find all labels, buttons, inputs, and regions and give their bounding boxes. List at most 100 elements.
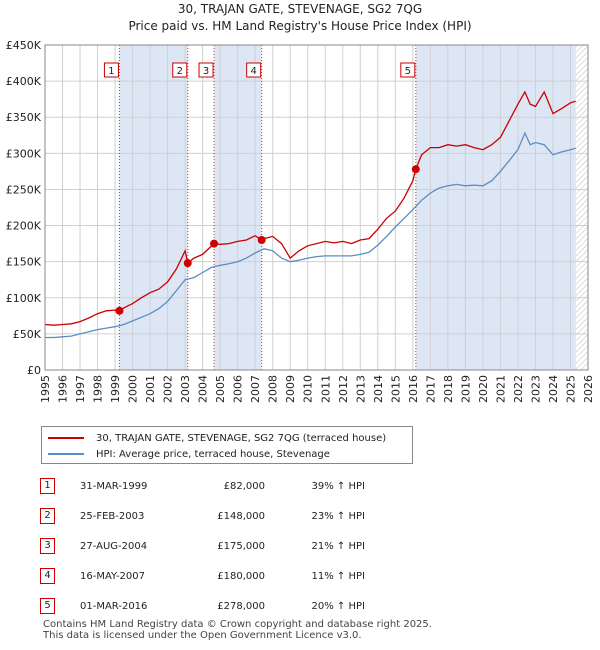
x-tick-label: 2018 [442,375,455,403]
sale-row: 1 31-MAR-1999 £82,000 39% ↑ HPI [40,471,397,501]
legend-item-price-paid: 30, TRAJAN GATE, STEVENAGE, SG2 7QG (ter… [48,430,386,446]
x-tick-label: 2009 [284,375,297,403]
x-tick-label: 2000 [127,375,140,403]
sales-table: 1 31-MAR-1999 £82,000 39% ↑ HPI 2 25-FEB-2003… [40,471,397,621]
sale-hpi-change: 23% ↑ HPI [311,510,365,522]
sale-marker-badge [400,62,416,78]
sale-marker-label: 3 [203,66,209,77]
y-tick-label: £350K [6,111,42,124]
x-tick-label: 2014 [372,375,385,403]
sale-point [210,239,219,248]
sale-point [257,236,266,244]
forecast-hatch [575,45,588,370]
footer-copyright: Contains HM Land Registry data © Crown c… [43,619,432,630]
sale-date: 31-MAR-1999 [80,480,148,492]
x-tick-label: 1999 [109,375,122,403]
hpi-line [45,131,576,339]
x-tick-label: 2023 [529,375,542,403]
sale-date: 25-FEB-2003 [80,510,145,522]
chart-subtitle: Price paid vs. HM Land Registry's House … [128,19,472,33]
sale-price: £180,000 [217,570,265,582]
sale-price: £278,000 [217,600,265,612]
sale-point [115,306,124,315]
sale-number: 2 [40,508,55,524]
y-tick-label: £400K [6,75,42,88]
y-tick-label: £200K [6,220,42,233]
sale-marker-badge [172,62,188,78]
sale-number: 3 [40,538,55,554]
x-tick-label: 2025 [564,375,577,403]
x-tick-label: 2011 [319,375,332,403]
sale-hpi-change: 21% ↑ HPI [311,540,365,552]
x-tick-label: 2006 [232,375,245,403]
x-tick-label: 2010 [302,375,315,403]
footer-licence: This data is licensed under the Open Gov… [43,630,362,641]
legend-item-hpi: HPI: Average price, terraced house, Stev… [48,446,330,462]
x-tick-label: 2016 [407,375,420,403]
x-tick-label: 2012 [337,375,350,403]
sale-number: 4 [40,568,55,584]
sale-marker-label: 1 [108,66,114,77]
sale-marker-badge [198,62,214,78]
y-tick-label: £250K [6,183,42,196]
sale-price: £82,000 [223,480,265,492]
x-tick-label: 1997 [74,375,87,403]
price-chart: 1 2 3 4 5 £0 £50K £100K £150K £200K £250K £300K £350… [6,39,595,403]
sale-marker-label: 4 [250,66,256,77]
x-tick-label: 2002 [162,375,175,403]
x-tick-label: 2003 [179,375,192,403]
sale-marker-badge [103,62,119,78]
legend-hpi-swatch [48,453,84,455]
sale-price: £148,000 [217,510,265,522]
x-tick-label: 1996 [57,375,70,403]
legend-hpi-label: HPI: Average price, terraced house, Stev… [96,448,330,460]
sale-row: 2 25-FEB-2003 £148,000 23% ↑ HPI [40,501,397,531]
legend-price-paid-swatch [48,437,84,439]
sale-hpi-change: 20% ↑ HPI [311,600,365,612]
sale-row: 5 01-MAR-2016 £278,000 20% ↑ HPI [40,591,397,621]
price-paid-line [44,90,576,326]
sale-number: 5 [40,598,55,614]
chart-title: 30, TRAJAN GATE, STEVENAGE, SG2 7QG [177,2,423,16]
x-tick-label: 2007 [249,375,262,403]
sale-date: 16-MAY-2007 [80,570,146,582]
y-tick-label: £50K [13,328,42,341]
sale-price: £175,000 [217,540,265,552]
y-tick-label: £300K [6,147,42,160]
sale-row: 4 16-MAY-2007 £180,000 11% ↑ HPI [40,561,397,591]
plot-frame [44,44,589,371]
y-tick-label: £0 [27,364,41,377]
legend-price-paid-label: 30, TRAJAN GATE, STEVENAGE, SG2 7QG (ter… [96,432,387,444]
x-tick-label: 2001 [144,375,157,403]
y-tick-label: £100K [6,292,42,305]
x-tick-label: 2022 [512,375,525,403]
x-tick-label: 2020 [477,375,490,403]
sale-date: 27-AUG-2004 [80,540,148,552]
x-tick-label: 2005 [214,375,227,403]
x-tick-label: 1998 [92,375,105,403]
x-tick-label: 1995 [39,375,52,403]
sale-hpi-change: 11% ↑ HPI [311,570,365,582]
x-tick-label: 2021 [494,375,507,403]
x-tick-label: 2026 [582,375,595,403]
sale-marker-label: 5 [405,66,411,77]
shaded-period [119,45,188,370]
sale-point [183,259,192,268]
sale-marker-badge [246,62,262,78]
sale-date: 01-MAR-2016 [80,600,148,612]
chart-legend: 30, TRAJAN GATE, STEVENAGE, SG2 7QG (ter… [41,426,413,464]
x-tick-label: 2024 [547,375,560,403]
y-tick-label: £150K [6,256,42,269]
x-tick-label: 2004 [197,375,210,403]
sale-marker-label: 2 [177,66,183,77]
sale-row: 3 27-AUG-2004 £175,000 21% ↑ HPI [40,531,397,561]
footer: Contains HM Land Registry data © Crown c… [43,619,432,641]
x-tick-label: 2013 [354,375,367,403]
sale-number: 1 [40,478,55,494]
x-tick-label: 2008 [267,375,280,403]
x-tick-label: 2015 [389,375,402,403]
x-tick-label: 2019 [459,375,472,403]
shaded-period [415,45,576,370]
x-tick-label: 2017 [424,375,437,403]
sale-point [411,165,420,174]
